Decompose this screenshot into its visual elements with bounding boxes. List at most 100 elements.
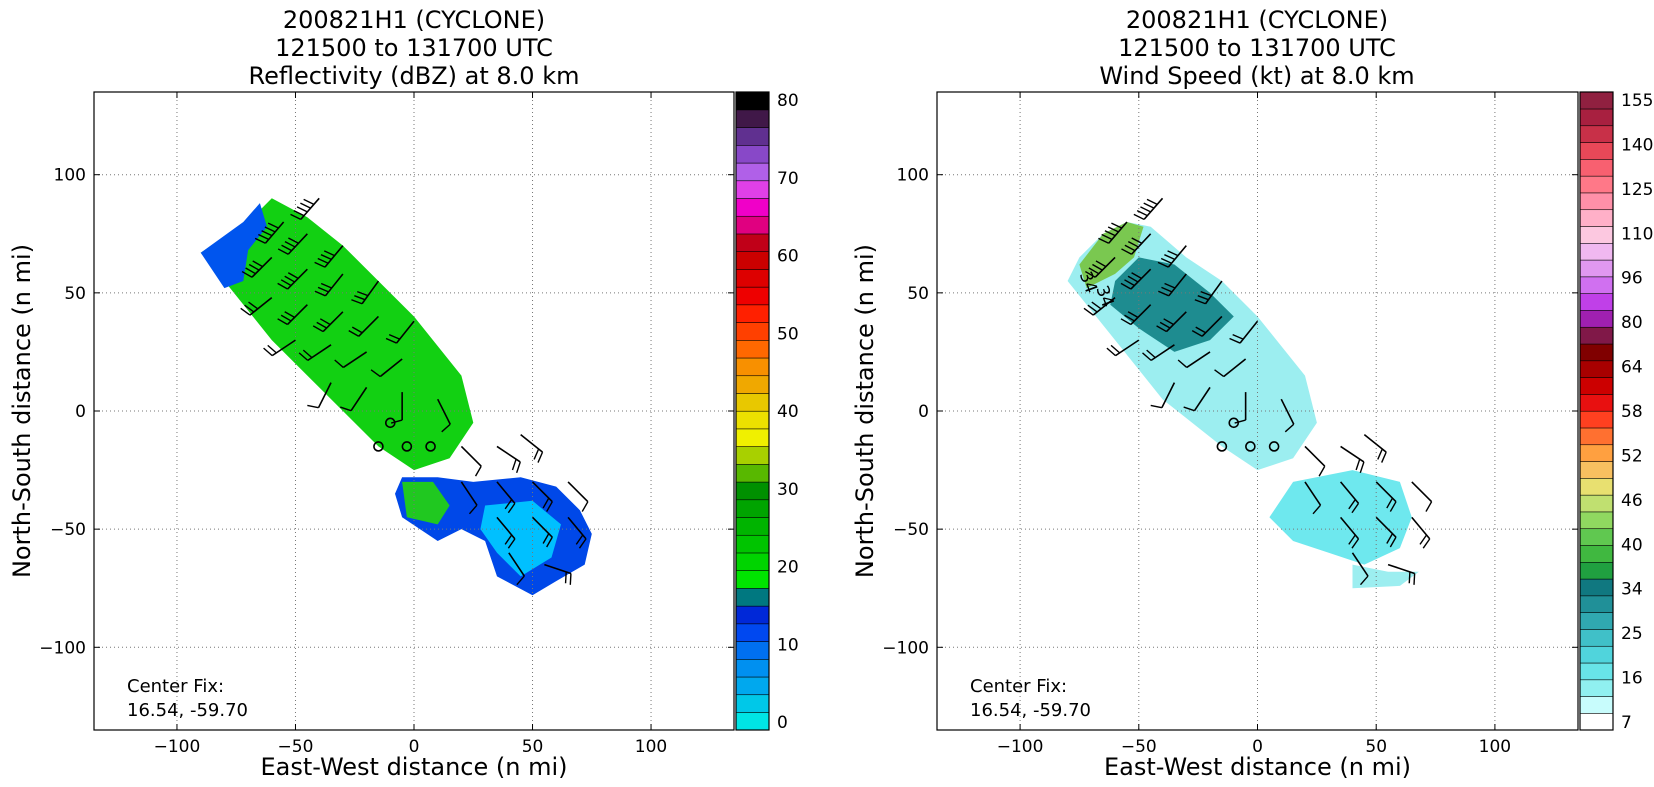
colorbar-segment (1579, 293, 1614, 311)
data-region-lower-core (480, 500, 561, 577)
wind-barb (312, 311, 344, 333)
x-axis-label: East-West distance (n mi) (1104, 753, 1411, 781)
wind-barb (460, 445, 482, 477)
wind-barb (1304, 445, 1326, 477)
colorbar-tick-label: 40 (1621, 535, 1643, 555)
colorbar-tick-label: 80 (777, 91, 799, 111)
colorbar-segment (1579, 108, 1614, 127)
colorbar-tick-label: 110 (1621, 224, 1653, 244)
colorbar-segment (1579, 612, 1614, 630)
wind-barb (277, 304, 308, 326)
wind-barb (496, 516, 516, 549)
colorbar-segment (735, 587, 770, 607)
colorbar-segment (735, 641, 770, 660)
colorbar-segment (1579, 477, 1614, 496)
colorbar-tick-label: 155 (1621, 91, 1653, 111)
x-tick-label: 100 (635, 737, 667, 757)
colorbar-segment (735, 552, 770, 571)
colorbar-segment (735, 109, 770, 128)
colorbar-segment (735, 268, 770, 288)
chart-title-line: 200821H1 (CYCLONE) (283, 6, 545, 34)
colorbar-tick-label: 20 (777, 558, 799, 578)
wind-barb (1363, 434, 1387, 463)
wind-barb (348, 315, 380, 337)
x-tick-label: 50 (522, 737, 544, 757)
wind-barb (1120, 268, 1152, 290)
colorbar-tick-label: 96 (1621, 269, 1643, 289)
wind-barb (263, 339, 296, 357)
x-tick-label: −100 (154, 737, 201, 757)
colorbar-segment (735, 286, 770, 306)
calm-circle (373, 441, 384, 452)
colorbar-segment (1579, 142, 1614, 160)
x-tick-label: 50 (1365, 737, 1387, 757)
chart-title-line: Reflectivity (dBZ) at 8.0 km (249, 62, 580, 90)
wind-barb (1133, 197, 1164, 221)
colorbar-segment (1579, 528, 1614, 546)
colorbar-segment (1579, 578, 1614, 597)
colorbar-segment (1579, 595, 1614, 613)
wind-barb (1280, 398, 1295, 433)
wind-barb (290, 197, 320, 221)
colorbar-segment (735, 180, 770, 199)
colorbar-segment (735, 322, 770, 341)
colorbar-segment (1579, 696, 1614, 714)
colorbar-segment (735, 392, 770, 412)
wind-barb (1157, 245, 1187, 268)
calm-circle (1216, 441, 1228, 452)
wind-barb (531, 516, 553, 548)
colorbar-segment (735, 127, 770, 146)
wind-barb (1214, 358, 1247, 378)
chart-title-line: 121500 to 131700 UTC (275, 34, 553, 62)
x-tick-label: 0 (1252, 737, 1263, 757)
y-tick-label: 100 (54, 166, 86, 186)
wind-barb (508, 552, 526, 586)
colorbar-segment (735, 162, 770, 182)
wind-barb (1083, 296, 1116, 316)
wind-barb (1375, 516, 1397, 548)
wind-barb (567, 481, 589, 512)
wind-barb (1304, 481, 1322, 515)
wind-barb (385, 320, 415, 344)
colorbar-segment (735, 251, 770, 270)
x-tick-label: −50 (1121, 737, 1157, 757)
wind-barb (496, 445, 521, 474)
wind-barb (277, 268, 308, 290)
wind-barb (567, 516, 587, 549)
wind-barb (1194, 280, 1223, 305)
colorbar-tick-label: 0 (777, 713, 788, 733)
colorbar-segment (735, 623, 770, 642)
wind-barb (1121, 233, 1152, 255)
colorbar-segment (1579, 158, 1614, 177)
x-axis-label: East-West distance (n mi) (260, 753, 567, 781)
x-tick-label: 0 (409, 737, 420, 757)
colorbar-segment (1579, 662, 1614, 681)
data-region-teal-core (1110, 257, 1234, 352)
colorbar-tick-label: 25 (1621, 624, 1643, 644)
wind-barb (1339, 481, 1360, 514)
colorbar-segment (735, 304, 770, 323)
wind-barb (314, 245, 344, 268)
wind-barb (1387, 563, 1416, 585)
calm-circle (1228, 417, 1240, 429)
wind-barb (241, 256, 273, 278)
wind-barb (1375, 481, 1397, 512)
colorbar-segment (1579, 545, 1614, 563)
wind-barb (1156, 311, 1187, 333)
wind-barb (370, 358, 403, 378)
calm-circle (1268, 441, 1280, 452)
colorbar-segment (1579, 192, 1614, 211)
colorbar-segment (735, 676, 770, 696)
colorbar-segment (735, 463, 770, 483)
wind-barb (1191, 315, 1223, 337)
colorbar-tick-label: 64 (1621, 358, 1643, 378)
wind-barb (496, 481, 516, 514)
center-fix-annotation: Center Fix: (127, 676, 224, 697)
colorbar-segment (735, 339, 770, 359)
colorbar-tick-label: 40 (777, 402, 799, 422)
wind-barb (1085, 256, 1116, 278)
colorbar-tick-label: 46 (1621, 491, 1643, 511)
wind-barb (334, 351, 368, 369)
calm-circle (401, 441, 413, 452)
